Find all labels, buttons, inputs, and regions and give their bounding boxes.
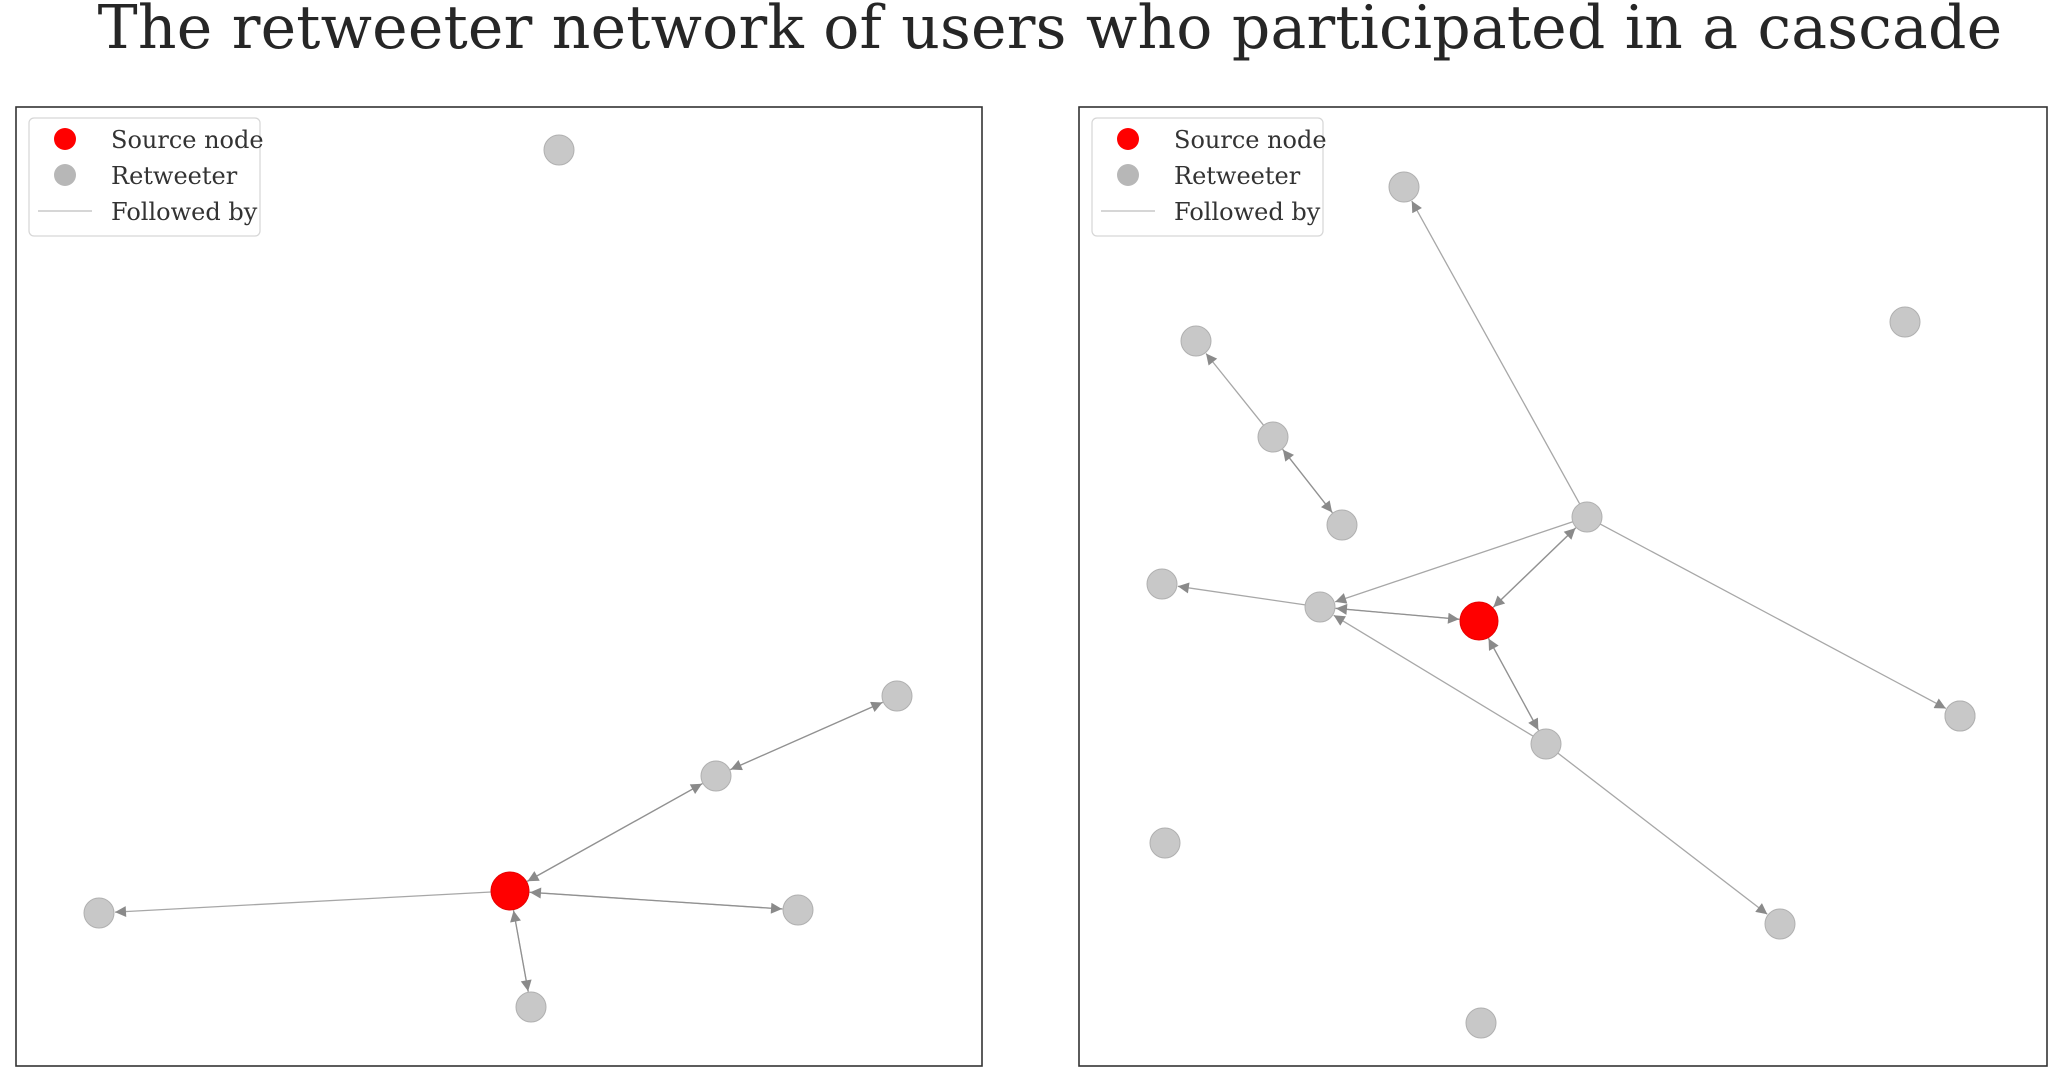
panel-left-nodes <box>83 134 913 1023</box>
retweeter-node <box>543 134 575 166</box>
retweeter-node <box>1889 306 1921 338</box>
legend-label-followed-by: Followed by <box>1174 198 1321 226</box>
followed-by-edge <box>1177 582 1306 606</box>
source-node-legend-marker <box>54 128 76 150</box>
panel-left-edges <box>114 701 884 993</box>
followed-by-edge <box>1492 527 1576 609</box>
legend-label-source: Source node <box>1174 126 1327 154</box>
panel-left: Source node Retweeter Followed by <box>15 106 983 1067</box>
legend-left: Source node Retweeter Followed by <box>28 117 264 237</box>
retweeter-node <box>782 894 814 926</box>
retweeter-node <box>881 680 913 712</box>
panel-right: Source node Retweeter Followed by <box>1078 106 2048 1067</box>
retweeter-node <box>1146 568 1178 600</box>
followed-by-edge <box>1487 638 1540 732</box>
followed-by-edge <box>1334 521 1573 604</box>
legend-box <box>28 117 261 237</box>
retweeter-node <box>1149 827 1181 859</box>
source-node <box>1459 601 1499 641</box>
retweeter-legend-marker <box>1117 164 1139 186</box>
followed-by-edge <box>1411 200 1581 505</box>
followed-by-edge <box>510 910 529 993</box>
legend-label-source: Source node <box>111 126 264 154</box>
followed-by-edge <box>114 891 492 918</box>
retweeter-node <box>1304 591 1336 623</box>
retweeter-node <box>1180 325 1212 357</box>
legend-right: Source node Retweeter Followed by <box>1091 117 1327 237</box>
panel-left-frame <box>15 106 983 1067</box>
panel-right-edges <box>1177 200 1947 915</box>
legend-label-retweeter: Retweeter <box>111 162 238 190</box>
figure-title: The retweeter network of users who parti… <box>97 0 2003 63</box>
source-node-legend-marker <box>1117 128 1139 150</box>
retweeter-node <box>1764 908 1796 940</box>
retweeter-node <box>1465 1007 1497 1039</box>
retweeter-node <box>1944 700 1976 732</box>
retweeter-node <box>1530 728 1562 760</box>
panel-right-nodes <box>1146 171 1976 1039</box>
followed-by-edge <box>1205 353 1265 426</box>
followed-by-edge <box>1333 614 1534 737</box>
retweeter-node <box>515 991 547 1023</box>
followed-by-edge <box>1282 449 1334 514</box>
retweeter-node <box>83 897 115 929</box>
panel-right-frame <box>1078 106 2048 1067</box>
retweeter-node <box>1388 171 1420 203</box>
legend-label-followed-by: Followed by <box>111 198 258 226</box>
retweeter-node <box>700 760 732 792</box>
followed-by-edge <box>730 701 884 771</box>
followed-by-edge <box>1334 607 1460 624</box>
retweeter-node <box>1257 421 1289 453</box>
retweeter-node <box>1326 509 1358 541</box>
followed-by-edge <box>527 782 704 882</box>
legend-box <box>1091 117 1324 237</box>
followed-by-edge <box>1599 523 1947 710</box>
legend-label-retweeter: Retweeter <box>1174 162 1301 190</box>
followed-by-edge <box>529 887 784 910</box>
source-node <box>490 871 530 911</box>
retweeter-node <box>1571 501 1603 533</box>
followed-by-edge <box>1557 752 1768 915</box>
retweeter-legend-marker <box>54 164 76 186</box>
